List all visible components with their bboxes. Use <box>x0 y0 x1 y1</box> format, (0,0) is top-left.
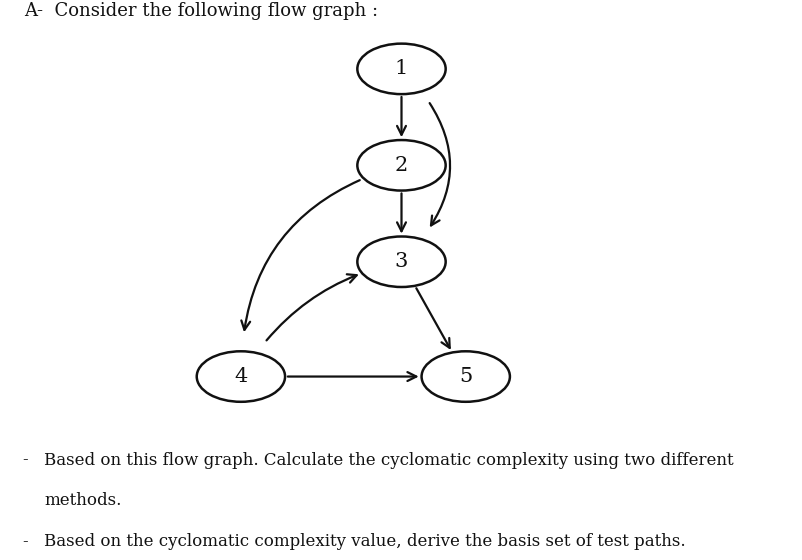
Circle shape <box>196 351 285 402</box>
Text: 4: 4 <box>234 367 247 386</box>
Text: Based on this flow graph. Calculate the cyclomatic complexity using two differen: Based on this flow graph. Calculate the … <box>44 451 733 469</box>
Text: 3: 3 <box>395 252 407 271</box>
Text: Based on the cyclomatic complexity value, derive the basis set of test paths.: Based on the cyclomatic complexity value… <box>44 533 685 550</box>
Text: 1: 1 <box>395 59 407 78</box>
Circle shape <box>357 236 445 287</box>
Text: A-  Consider the following flow graph :: A- Consider the following flow graph : <box>24 2 378 20</box>
Text: 5: 5 <box>459 367 472 386</box>
Text: -: - <box>22 451 28 469</box>
Text: methods.: methods. <box>44 492 121 509</box>
Text: -: - <box>22 533 28 550</box>
Circle shape <box>421 351 509 402</box>
Circle shape <box>357 140 445 190</box>
Text: 2: 2 <box>395 156 407 175</box>
Circle shape <box>357 44 445 94</box>
